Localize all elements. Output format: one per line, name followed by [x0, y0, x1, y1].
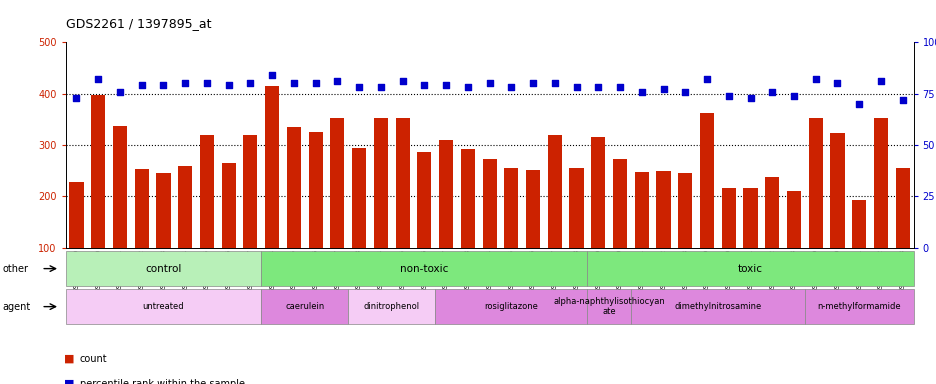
Bar	[851, 200, 866, 299]
Point	[851, 101, 866, 107]
Point	[69, 94, 84, 101]
Bar	[69, 182, 83, 299]
Text: percentile rank within the sample: percentile rank within the sample	[80, 379, 244, 384]
Bar	[373, 118, 388, 299]
Bar	[721, 188, 735, 299]
Text: rosiglitazone: rosiglitazone	[484, 302, 537, 311]
Point	[872, 78, 887, 84]
Bar	[504, 167, 518, 299]
Bar	[243, 135, 257, 299]
Point	[829, 80, 844, 86]
Text: alpha-naphthylisothiocyan
ate: alpha-naphthylisothiocyan ate	[552, 297, 665, 316]
Point	[221, 82, 236, 88]
Text: n-methylformamide: n-methylformamide	[816, 302, 900, 311]
Text: untreated: untreated	[142, 302, 184, 311]
Bar	[221, 163, 236, 299]
Point	[155, 82, 170, 88]
Point	[329, 78, 344, 84]
Point	[764, 88, 779, 94]
Text: count: count	[80, 354, 107, 364]
Bar	[199, 135, 213, 299]
Bar	[656, 170, 670, 299]
Text: ■: ■	[64, 379, 74, 384]
Point	[677, 88, 692, 94]
Point	[351, 84, 366, 91]
Bar	[612, 159, 626, 299]
Point	[264, 72, 279, 78]
Point	[655, 86, 670, 93]
Text: caerulein: caerulein	[285, 302, 324, 311]
Bar	[808, 118, 822, 299]
Point	[547, 80, 562, 86]
Bar	[482, 159, 496, 299]
Point	[699, 76, 714, 82]
Bar	[786, 191, 800, 299]
Bar	[439, 140, 453, 299]
Point	[438, 82, 453, 88]
Point	[91, 76, 106, 82]
Bar	[895, 167, 909, 299]
Text: dinitrophenol: dinitrophenol	[363, 302, 419, 311]
Bar	[135, 169, 149, 299]
Bar	[678, 173, 692, 299]
Point	[785, 93, 800, 99]
Point	[395, 78, 410, 84]
Point	[742, 94, 757, 101]
Text: GDS2261 / 1397895_at: GDS2261 / 1397895_at	[66, 17, 211, 30]
Bar	[286, 127, 300, 299]
Bar	[765, 177, 779, 299]
Bar	[742, 188, 757, 299]
Bar	[265, 86, 279, 299]
Bar	[525, 170, 539, 299]
Bar	[395, 118, 409, 299]
Point	[894, 97, 909, 103]
Bar	[352, 147, 366, 299]
Bar	[330, 118, 344, 299]
Text: dimethylnitrosamine: dimethylnitrosamine	[674, 302, 761, 311]
Point	[308, 80, 323, 86]
Point	[112, 88, 127, 94]
Point	[134, 82, 149, 88]
Point	[199, 80, 214, 86]
Bar	[634, 172, 648, 299]
Bar	[91, 94, 105, 299]
Bar	[591, 137, 605, 299]
Point	[481, 80, 496, 86]
Bar	[548, 135, 562, 299]
Bar	[156, 173, 170, 299]
Point	[634, 88, 649, 94]
Point	[460, 84, 475, 91]
Point	[178, 80, 193, 86]
Point	[373, 84, 388, 91]
Text: toxic: toxic	[738, 263, 762, 274]
Bar	[873, 118, 887, 299]
Point	[417, 82, 431, 88]
Point	[721, 93, 736, 99]
Bar	[699, 113, 713, 299]
Bar	[417, 152, 431, 299]
Point	[242, 80, 257, 86]
Point	[504, 84, 519, 91]
Bar	[461, 149, 475, 299]
Point	[612, 84, 627, 91]
Text: control: control	[145, 263, 182, 274]
Text: non-toxic: non-toxic	[400, 263, 448, 274]
Text: ■: ■	[64, 354, 74, 364]
Point	[591, 84, 606, 91]
Point	[808, 76, 823, 82]
Bar	[308, 132, 322, 299]
Bar	[112, 126, 127, 299]
Point	[286, 80, 301, 86]
Text: other: other	[3, 263, 29, 274]
Bar	[178, 166, 192, 299]
Bar	[569, 167, 583, 299]
Bar	[829, 133, 843, 299]
Point	[525, 80, 540, 86]
Point	[568, 84, 583, 91]
Text: agent: agent	[3, 301, 31, 312]
